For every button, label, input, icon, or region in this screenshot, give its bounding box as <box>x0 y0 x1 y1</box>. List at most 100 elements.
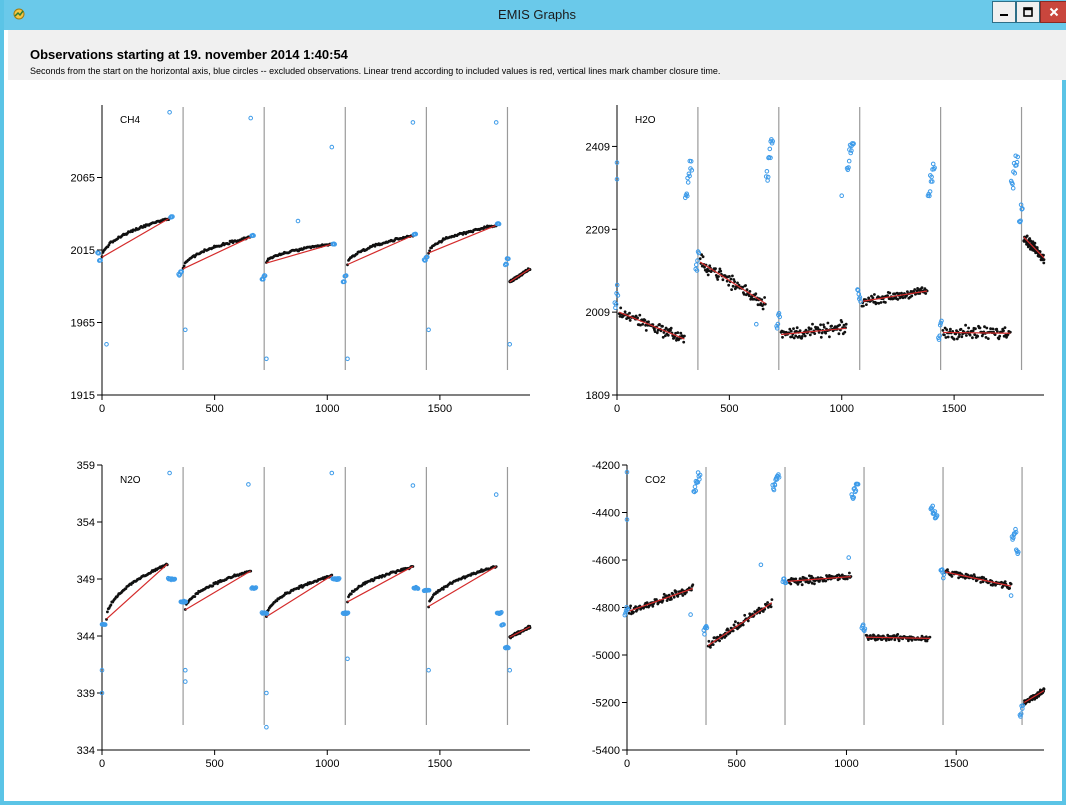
y-tick-label: -5200 <box>592 698 620 710</box>
included-point <box>887 638 891 642</box>
close-icon <box>1049 7 1059 17</box>
included-point <box>877 301 881 305</box>
included-point <box>636 316 639 320</box>
included-point <box>667 593 671 597</box>
included-point <box>920 286 924 289</box>
excluded-point <box>686 171 692 177</box>
excluded-points <box>622 469 703 618</box>
excluded-point <box>930 161 936 167</box>
included-point <box>817 331 821 334</box>
excluded-point <box>688 612 693 617</box>
included-point <box>986 337 990 340</box>
included-point <box>826 321 830 325</box>
included-point <box>745 288 749 292</box>
excluded-point <box>345 356 350 362</box>
included-point <box>897 639 901 643</box>
included-point <box>713 636 716 639</box>
included-point <box>743 613 747 617</box>
included-point <box>968 333 972 337</box>
excluded-points <box>502 644 513 673</box>
close-button[interactable] <box>1040 1 1066 23</box>
excluded-points <box>938 526 1021 598</box>
maximize-button[interactable] <box>1016 1 1040 23</box>
included-point <box>752 297 756 301</box>
minimize-icon <box>1000 14 1008 16</box>
observation-legend-text: Seconds from the start on the horizontal… <box>30 66 721 76</box>
trend-line <box>866 636 930 639</box>
excluded-point <box>695 258 700 263</box>
included-point <box>691 583 695 587</box>
excluded-point <box>689 168 695 173</box>
included-point <box>795 329 798 333</box>
included-point <box>800 335 804 338</box>
included-point <box>706 273 710 277</box>
excluded-point <box>264 611 270 616</box>
excluded-point <box>937 322 943 328</box>
included-point <box>1038 250 1042 254</box>
included-point <box>789 329 793 333</box>
included-point <box>837 332 841 336</box>
excluded-point <box>493 492 499 497</box>
excluded-point <box>941 572 947 577</box>
excluded-point <box>1012 170 1018 176</box>
x-tick-label: 1500 <box>428 758 452 770</box>
included-point <box>661 324 664 328</box>
excluded-point <box>1013 529 1019 535</box>
excluded-point <box>167 470 172 476</box>
included-point <box>732 278 736 281</box>
included-point <box>910 638 914 642</box>
y-tick-label: -4800 <box>592 603 620 615</box>
included-point <box>871 296 875 300</box>
excluded-point <box>930 503 936 509</box>
included-point <box>643 318 647 322</box>
title-bar[interactable]: EMIS Graphs <box>4 0 1066 30</box>
included-point <box>656 328 660 332</box>
included-point <box>875 301 878 305</box>
excluded-point <box>697 477 702 482</box>
x-tick-label: 1000 <box>315 758 339 770</box>
included-point <box>662 331 666 334</box>
included-point <box>717 275 720 278</box>
included-point <box>193 595 197 598</box>
y-tick-label: 2065 <box>71 173 95 185</box>
excluded-point <box>848 150 854 156</box>
included-point <box>1042 687 1046 691</box>
minimize-button[interactable] <box>992 1 1016 23</box>
excluded-point <box>932 509 938 514</box>
excluded-point <box>426 588 432 593</box>
x-tick-label: 500 <box>728 758 746 770</box>
included-point <box>872 634 876 637</box>
y-tick-label: 344 <box>77 631 95 643</box>
y-tick-label: 354 <box>77 517 95 529</box>
included-point <box>879 301 883 304</box>
included-point <box>1042 261 1046 265</box>
included-point <box>216 582 219 586</box>
included-point <box>106 610 109 614</box>
excluded-point <box>426 327 431 333</box>
included-point <box>651 604 655 608</box>
included-point <box>946 568 949 572</box>
excluded-point <box>99 690 105 696</box>
excluded-points <box>780 481 861 586</box>
included-point <box>819 335 823 339</box>
included-point <box>645 605 648 609</box>
included-point <box>703 265 706 269</box>
included-point <box>721 278 725 282</box>
included-point <box>865 634 869 637</box>
excluded-point <box>172 576 178 582</box>
included-point <box>925 639 929 643</box>
included-point <box>674 331 677 335</box>
excluded-point <box>264 724 269 730</box>
included-point <box>910 294 914 298</box>
included-point <box>813 582 816 586</box>
included-point <box>731 284 735 288</box>
included-point <box>972 573 976 576</box>
excluded-point <box>613 302 619 307</box>
trend-line <box>428 565 497 607</box>
trend-line <box>619 311 685 340</box>
included-point <box>790 335 794 339</box>
included-point <box>840 573 844 577</box>
excluded-point <box>851 141 856 146</box>
included-point <box>1003 580 1007 583</box>
excluded-point <box>410 120 416 125</box>
